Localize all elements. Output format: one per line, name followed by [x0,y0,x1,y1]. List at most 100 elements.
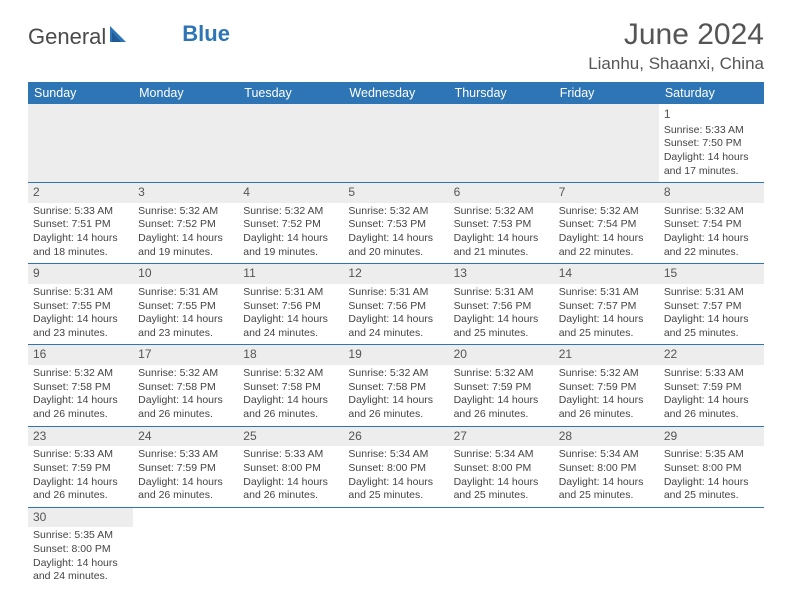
daylight-text: Daylight: 14 hours and 26 minutes. [138,476,233,503]
day-number: 11 [243,266,338,282]
sunrise-text: Sunrise: 5:32 AM [243,367,338,381]
weekday-header: Sunday [28,82,133,104]
daylight-text: Daylight: 14 hours and 23 minutes. [33,313,128,340]
calendar-cell: 28Sunrise: 5:34 AMSunset: 8:00 PMDayligh… [554,426,659,507]
daylight-text: Daylight: 14 hours and 26 minutes. [559,394,654,421]
sunrise-text: Sunrise: 5:33 AM [33,448,128,462]
month-title: June 2024 [588,18,764,52]
day-number: 25 [243,429,338,445]
sunset-text: Sunset: 7:53 PM [348,218,443,232]
calendar-cell: 27Sunrise: 5:34 AMSunset: 8:00 PMDayligh… [449,426,554,507]
calendar-row: 1Sunrise: 5:33 AMSunset: 7:50 PMDaylight… [28,104,764,183]
calendar-cell [343,507,448,588]
daylight-text: Daylight: 14 hours and 22 minutes. [559,232,654,259]
sunrise-text: Sunrise: 5:33 AM [664,124,759,138]
calendar-cell: 5Sunrise: 5:32 AMSunset: 7:53 PMDaylight… [343,183,448,264]
daylight-text: Daylight: 14 hours and 26 minutes. [454,394,549,421]
sunset-text: Sunset: 7:59 PM [138,462,233,476]
calendar-cell: 13Sunrise: 5:31 AMSunset: 7:56 PMDayligh… [449,264,554,345]
sunset-text: Sunset: 8:00 PM [559,462,654,476]
calendar-cell: 23Sunrise: 5:33 AMSunset: 7:59 PMDayligh… [28,426,133,507]
calendar-row: 2Sunrise: 5:33 AMSunset: 7:51 PMDaylight… [28,183,764,264]
sunset-text: Sunset: 7:56 PM [454,300,549,314]
day-number: 4 [243,185,338,201]
sunset-text: Sunset: 7:59 PM [33,462,128,476]
sunrise-text: Sunrise: 5:33 AM [138,448,233,462]
calendar-cell: 6Sunrise: 5:32 AMSunset: 7:53 PMDaylight… [449,183,554,264]
daylight-text: Daylight: 14 hours and 25 minutes. [559,476,654,503]
calendar-cell: 3Sunrise: 5:32 AMSunset: 7:52 PMDaylight… [133,183,238,264]
calendar-cell: 25Sunrise: 5:33 AMSunset: 8:00 PMDayligh… [238,426,343,507]
calendar-cell: 16Sunrise: 5:32 AMSunset: 7:58 PMDayligh… [28,345,133,426]
sunrise-text: Sunrise: 5:33 AM [664,367,759,381]
day-number: 18 [243,347,338,363]
day-number: 12 [348,266,443,282]
daylight-text: Daylight: 14 hours and 26 minutes. [138,394,233,421]
calendar-cell [343,104,448,183]
daylight-text: Daylight: 14 hours and 21 minutes. [454,232,549,259]
weekday-header: Tuesday [238,82,343,104]
calendar-cell [659,507,764,588]
day-number: 22 [664,347,759,363]
sunrise-text: Sunrise: 5:33 AM [33,205,128,219]
sunset-text: Sunset: 7:52 PM [138,218,233,232]
day-number: 15 [664,266,759,282]
logo-sail-icon [108,24,130,50]
day-number: 14 [559,266,654,282]
sunrise-text: Sunrise: 5:31 AM [559,286,654,300]
day-number: 29 [664,429,759,445]
day-number: 30 [33,510,128,526]
day-number: 26 [348,429,443,445]
sunrise-text: Sunrise: 5:31 AM [454,286,549,300]
daylight-text: Daylight: 14 hours and 19 minutes. [138,232,233,259]
daylight-text: Daylight: 14 hours and 24 minutes. [243,313,338,340]
location: Lianhu, Shaanxi, China [588,54,764,74]
sunset-text: Sunset: 7:56 PM [243,300,338,314]
day-number: 24 [138,429,233,445]
sunset-text: Sunset: 7:55 PM [33,300,128,314]
calendar-cell: 1Sunrise: 5:33 AMSunset: 7:50 PMDaylight… [659,104,764,183]
calendar-row: 23Sunrise: 5:33 AMSunset: 7:59 PMDayligh… [28,426,764,507]
sunset-text: Sunset: 7:57 PM [559,300,654,314]
daylight-text: Daylight: 14 hours and 26 minutes. [33,476,128,503]
sunset-text: Sunset: 7:54 PM [559,218,654,232]
sunset-text: Sunset: 7:58 PM [348,381,443,395]
sunrise-text: Sunrise: 5:33 AM [243,448,338,462]
day-number: 7 [559,185,654,201]
calendar-cell: 19Sunrise: 5:32 AMSunset: 7:58 PMDayligh… [343,345,448,426]
daylight-text: Daylight: 14 hours and 25 minutes. [454,476,549,503]
calendar-cell: 4Sunrise: 5:32 AMSunset: 7:52 PMDaylight… [238,183,343,264]
day-number: 27 [454,429,549,445]
sunrise-text: Sunrise: 5:31 AM [348,286,443,300]
daylight-text: Daylight: 14 hours and 19 minutes. [243,232,338,259]
calendar-cell [238,104,343,183]
calendar-cell [133,507,238,588]
calendar-cell: 12Sunrise: 5:31 AMSunset: 7:56 PMDayligh… [343,264,448,345]
weekday-header: Friday [554,82,659,104]
calendar-cell [28,104,133,183]
daylight-text: Daylight: 14 hours and 26 minutes. [348,394,443,421]
calendar-cell [449,104,554,183]
weekday-header-row: Sunday Monday Tuesday Wednesday Thursday… [28,82,764,104]
day-number: 13 [454,266,549,282]
daylight-text: Daylight: 14 hours and 25 minutes. [664,313,759,340]
calendar-row: 9Sunrise: 5:31 AMSunset: 7:55 PMDaylight… [28,264,764,345]
calendar-cell [133,104,238,183]
sunrise-text: Sunrise: 5:32 AM [33,367,128,381]
weekday-header: Wednesday [343,82,448,104]
day-number: 1 [664,107,759,123]
daylight-text: Daylight: 14 hours and 26 minutes. [243,394,338,421]
daylight-text: Daylight: 14 hours and 20 minutes. [348,232,443,259]
sunset-text: Sunset: 7:56 PM [348,300,443,314]
daylight-text: Daylight: 14 hours and 26 minutes. [243,476,338,503]
weekday-header: Thursday [449,82,554,104]
sunset-text: Sunset: 7:50 PM [664,137,759,151]
day-number: 6 [454,185,549,201]
sunset-text: Sunset: 7:59 PM [559,381,654,395]
header: General Blue June 2024 Lianhu, Shaanxi, … [28,18,764,74]
calendar-cell: 7Sunrise: 5:32 AMSunset: 7:54 PMDaylight… [554,183,659,264]
day-number: 2 [33,185,128,201]
sunrise-text: Sunrise: 5:31 AM [664,286,759,300]
sunrise-text: Sunrise: 5:32 AM [559,367,654,381]
sunrise-text: Sunrise: 5:32 AM [348,367,443,381]
